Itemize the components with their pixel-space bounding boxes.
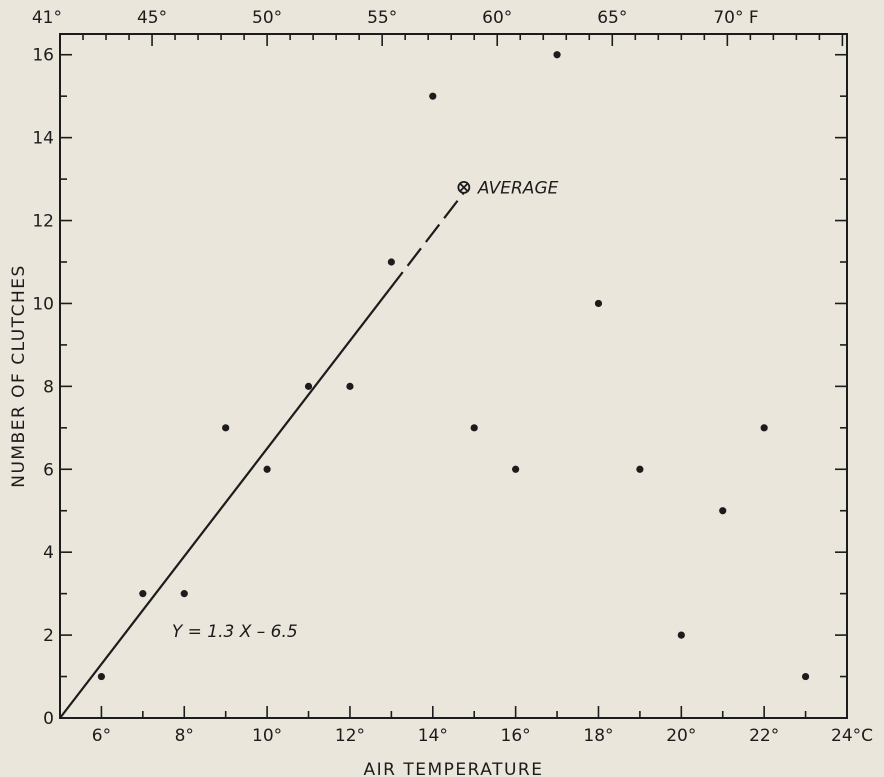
top-tick-label: 65°	[597, 8, 627, 28]
data-point	[429, 92, 437, 100]
y-tick-label: 10	[32, 294, 54, 314]
y-tick-label: 12	[32, 212, 54, 232]
y-tick-label: 14	[32, 129, 54, 149]
average-marker	[457, 180, 471, 194]
y-tick-label: 8	[43, 377, 54, 397]
y-tick-label: 6	[43, 460, 54, 480]
y-tick-label: 2	[43, 626, 54, 646]
y-tick-label: 4	[43, 543, 54, 563]
regression-line-solid	[59, 288, 391, 719]
top-tick-label: 50°	[252, 8, 282, 28]
average-marker-cross	[459, 182, 469, 193]
top-tick-label: 55°	[367, 8, 397, 28]
data-point	[346, 382, 354, 390]
data-point	[594, 299, 603, 308]
x-tick-label: 22°	[749, 726, 779, 746]
x-tick-label: 14°	[418, 726, 448, 746]
data-point	[636, 465, 644, 473]
tick-marks-layer	[60, 34, 848, 719]
data-point	[677, 631, 685, 639]
regression-line-dashed	[388, 191, 465, 291]
data-point	[470, 424, 478, 432]
top-tick-label: 70° F	[713, 8, 758, 28]
data-point	[760, 424, 768, 432]
top-tick-label: 41°	[32, 8, 62, 28]
data-point	[180, 590, 188, 598]
data-point	[801, 672, 810, 681]
regression-layer	[59, 191, 465, 719]
data-point	[387, 258, 395, 266]
x-tick-label: 8°	[175, 726, 194, 746]
x-tick-label: 24°C	[831, 726, 873, 746]
plot-frame-layer	[59, 33, 848, 719]
data-point	[263, 465, 271, 473]
y-tick-label: 16	[32, 46, 54, 66]
x-axis-title: AIR TEMPERATURE	[364, 760, 544, 777]
y-tick-label: 0	[43, 709, 54, 729]
average-label: AVERAGE	[477, 178, 559, 198]
x-tick-label: 10°	[252, 726, 282, 746]
data-point	[139, 590, 147, 598]
plot-frame	[59, 33, 848, 719]
data-point	[97, 672, 106, 681]
data-point	[222, 424, 230, 432]
top-tick-label: 60°	[482, 8, 512, 28]
data-point	[553, 51, 561, 59]
data-point	[304, 382, 313, 390]
data-point	[719, 507, 727, 515]
x-tick-label: 12°	[335, 726, 365, 746]
x-tick-label: 20°	[666, 726, 696, 746]
x-tick-label: 16°	[501, 726, 531, 746]
labels-layer: 6° 8° 10° 12° 14° 16° 18° 20° 22° 24°C 0 2 4 6 8 10 12 14…	[9, 8, 873, 777]
data-points-layer	[97, 51, 810, 681]
data-point	[512, 465, 520, 473]
x-tick-label: 6°	[92, 726, 111, 746]
regression-equation: Y = 1.3 X – 6.5	[172, 622, 298, 642]
y-axis-title: NUMBER OF CLUTCHES	[9, 264, 29, 488]
x-tick-label: 18°	[583, 726, 613, 746]
top-tick-label: 45°	[137, 8, 167, 28]
